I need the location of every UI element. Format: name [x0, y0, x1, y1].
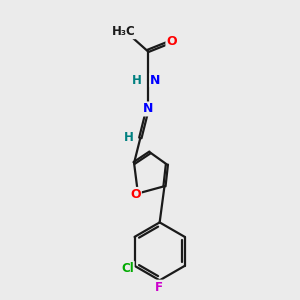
Text: O: O	[130, 188, 141, 201]
Text: Cl: Cl	[121, 262, 134, 275]
Text: N: N	[142, 103, 153, 116]
Text: F: F	[155, 280, 163, 294]
Text: O: O	[167, 35, 177, 48]
Text: H: H	[131, 74, 141, 86]
Text: H: H	[124, 131, 134, 144]
Text: N: N	[150, 74, 160, 86]
Text: H₃C: H₃C	[112, 25, 135, 38]
